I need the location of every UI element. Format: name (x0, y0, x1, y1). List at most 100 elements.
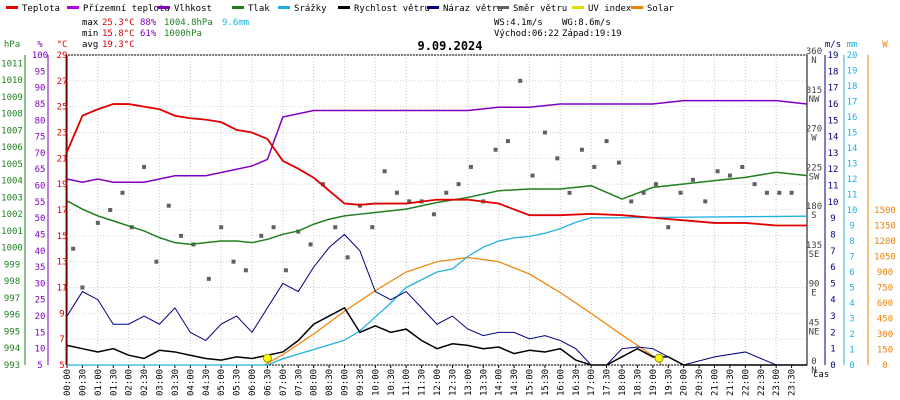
wind-direction-point (231, 259, 236, 264)
tick-humidity: 30 (35, 279, 46, 289)
series-solar-line (264, 256, 663, 366)
tick-wind: 0 (830, 361, 835, 371)
tick-rain: 14 (847, 144, 858, 154)
legend-item: Náraz větru (443, 4, 503, 14)
wind-direction-point (666, 225, 671, 230)
wind-direction-point (505, 139, 510, 144)
tick-direction-name: NW (809, 95, 820, 105)
legend-item: Vlhkost (174, 4, 212, 14)
tick-humidity: 95 (35, 67, 46, 77)
tick-direction-degrees: 270 (806, 125, 822, 135)
wind-direction-point (206, 276, 211, 281)
tick-temperature: 23 (57, 129, 68, 139)
stat-sunset: Západ:19:19 (562, 29, 622, 39)
tick-direction-degrees: 360 (806, 47, 822, 57)
tick-humidity: 40 (35, 247, 46, 257)
wind-direction-point (789, 190, 794, 195)
x-tick-label: 00:30 (78, 369, 88, 396)
tick-solar: 450 (877, 315, 893, 325)
legend-item: Srážky (294, 4, 327, 14)
x-tick-label: 18:30 (633, 369, 643, 396)
tick-rain: 2 (849, 330, 854, 340)
x-tick-label: 12:30 (448, 369, 458, 396)
tick-humidity: 60 (35, 182, 46, 192)
tick-direction-degrees: 135 (806, 241, 822, 251)
tick-pressure: 1002 (1, 210, 23, 220)
x-tick-label: 18:00 (618, 369, 628, 396)
tick-humidity: 20 (35, 312, 46, 322)
tick-solar: 750 (877, 284, 893, 294)
tick-wind: 4 (830, 296, 835, 306)
wind-direction-point (579, 147, 584, 152)
wind-direction-point (752, 182, 757, 187)
tick-humidity: 80 (35, 116, 46, 126)
stat-max-label: max (82, 18, 99, 28)
wind-direction-point (653, 182, 658, 187)
legend-item: Tlak (248, 4, 270, 14)
wind-direction-point (320, 182, 325, 187)
series-srážky (67, 215, 808, 366)
tick-wind: 19 (828, 51, 839, 61)
wind-direction-point (166, 203, 171, 208)
tick-temperature: 15 (57, 232, 68, 242)
x-tick-label: 13:00 (464, 369, 474, 396)
tick-temperature: 25 (57, 103, 68, 113)
wind-direction-point (259, 233, 264, 238)
tick-pressure: 1004 (1, 177, 23, 187)
wind-direction-point (243, 268, 248, 273)
axis-unit-temperature: °C (57, 40, 68, 50)
left-axes: hPa9939949959969979989991000100110021003… (1, 40, 67, 371)
legend-swatch (497, 6, 509, 9)
tick-rain: 6 (849, 268, 854, 278)
tick-temperature: 11 (57, 284, 68, 294)
wind-direction-point (456, 182, 461, 187)
tick-humidity: 15 (35, 328, 46, 338)
wind-direction-point (715, 169, 720, 174)
series-rychlost-větru (66, 306, 807, 366)
wind-direction-point (95, 220, 100, 225)
stat-min-hum: 61% (140, 29, 157, 39)
tick-pressure: 997 (4, 294, 20, 304)
tick-rain: 0 (849, 361, 854, 371)
chart-title: 9.09.2024 (417, 39, 482, 53)
tick-humidity: 70 (35, 149, 46, 159)
tick-solar: 1500 (874, 206, 896, 216)
wind-direction-point (604, 139, 609, 144)
stat-gust: WG:8.6m/s (562, 18, 611, 28)
x-tick-label: 13:30 (479, 369, 489, 396)
x-tick-label: 06:00 (248, 369, 258, 396)
tick-solar: 900 (877, 268, 893, 278)
uv-index-marker (263, 353, 272, 363)
series-vlhkost (66, 99, 808, 184)
stat-sunrise: Východ:06:22 (494, 29, 559, 39)
tick-rain: 7 (849, 253, 854, 263)
wind-direction-point (382, 169, 387, 174)
tick-rain: 17 (847, 98, 858, 108)
tick-direction-name: W (811, 134, 817, 144)
wind-direction-point (493, 147, 498, 152)
wind-direction-point (727, 173, 732, 178)
x-tick-label: 12:00 (433, 369, 443, 396)
tick-rain: 20 (847, 51, 858, 61)
wind-direction-point (120, 190, 125, 195)
tick-pressure: 1007 (1, 126, 23, 136)
tick-rain: 1 (849, 346, 854, 356)
tick-wind: 11 (828, 182, 839, 192)
tick-pressure: 1008 (1, 110, 23, 120)
tick-temperature: 17 (57, 206, 68, 216)
x-tick-label: 10:00 (371, 369, 381, 396)
wind-direction-point (271, 225, 276, 230)
x-tick-label: 20:00 (680, 369, 690, 396)
tick-direction-name: SW (809, 172, 820, 182)
axis-unit-wind: m/s (825, 40, 841, 50)
legend-item: Přízemní teplota (83, 4, 170, 14)
tick-wind: 18 (828, 67, 839, 77)
wind-direction-point (518, 78, 523, 83)
tick-temperature: 7 (59, 335, 64, 345)
tick-temperature: 27 (57, 77, 68, 87)
wind-direction-point (530, 173, 535, 178)
x-tick-label: 03:00 (156, 369, 166, 396)
x-tick-label: 04:30 (202, 369, 212, 396)
tick-wind: 13 (828, 149, 839, 159)
series-teplota (66, 103, 807, 227)
